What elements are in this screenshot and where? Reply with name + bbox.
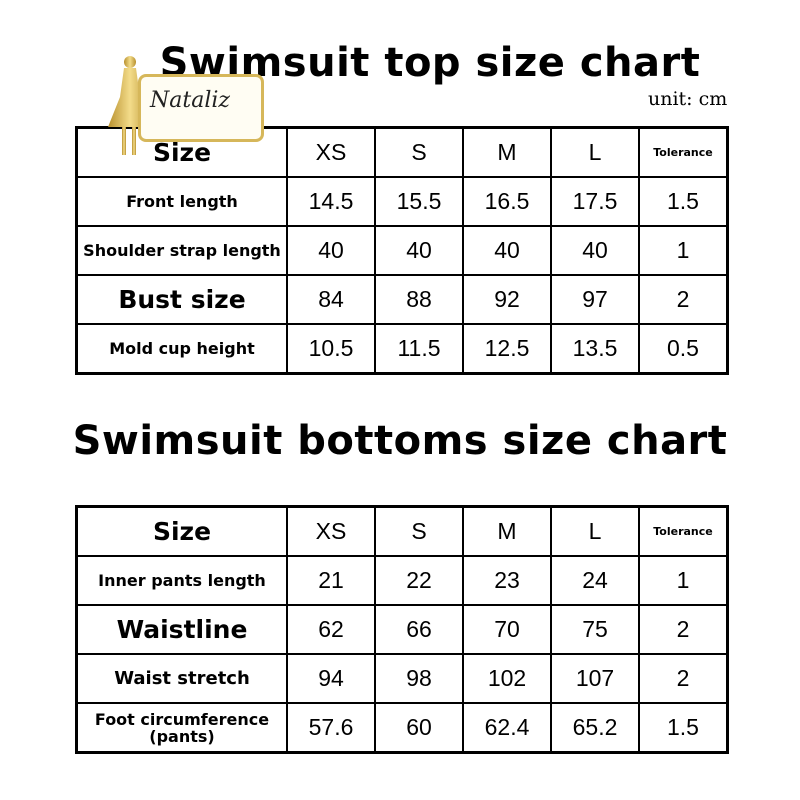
value-cell: 1.5 — [638, 176, 729, 227]
table-row: Inner pants length 21 22 23 24 1 — [75, 555, 729, 606]
value-cell: 70 — [462, 604, 552, 655]
value-cell: 17.5 — [550, 176, 640, 227]
row-label: Inner pants length — [75, 555, 288, 606]
value-cell: 2 — [638, 274, 729, 325]
value-cell: 40 — [286, 225, 376, 276]
value-cell: 60 — [374, 702, 464, 754]
table-row: Waist stretch 94 98 102 107 2 — [75, 653, 729, 704]
header-cell: S — [374, 126, 464, 178]
row-label: Bust size — [75, 274, 288, 325]
table-row: Shoulder strap length 40 40 40 40 1 — [75, 225, 729, 276]
top-size-table: Size XS S M L Tolerance Front length 14.5 15.5 16… — [75, 126, 729, 375]
value-cell: 66 — [374, 604, 464, 655]
header-cell: Tolerance — [638, 126, 729, 178]
value-cell: 13.5 — [550, 323, 640, 375]
value-cell: 57.6 — [286, 702, 376, 754]
bottom-size-table: Size XS S M L Tolerance Inner pants length 21 22… — [75, 505, 729, 754]
header-cell: M — [462, 126, 552, 178]
value-cell: 102 — [462, 653, 552, 704]
header-cell: L — [550, 126, 640, 178]
value-cell: 11.5 — [374, 323, 464, 375]
unit-label: unit: cm — [648, 88, 728, 110]
header-size: Size — [75, 505, 288, 557]
value-cell: 40 — [374, 225, 464, 276]
value-cell: 88 — [374, 274, 464, 325]
value-cell: 1.5 — [638, 702, 729, 754]
table-row: Bust size 84 88 92 97 2 — [75, 274, 729, 325]
header-cell: XS — [286, 505, 376, 557]
value-cell: 40 — [550, 225, 640, 276]
row-label: Foot circumference (pants) — [75, 702, 288, 754]
value-cell: 1 — [638, 555, 729, 606]
value-cell: 40 — [462, 225, 552, 276]
header-cell: M — [462, 505, 552, 557]
table-row: Front length 14.5 15.5 16.5 17.5 1.5 — [75, 176, 729, 227]
header-cell: XS — [286, 126, 376, 178]
value-cell: 0.5 — [638, 323, 729, 375]
value-cell: 14.5 — [286, 176, 376, 227]
value-cell: 22 — [374, 555, 464, 606]
value-cell: 23 — [462, 555, 552, 606]
value-cell: 1 — [638, 225, 729, 276]
value-cell: 94 — [286, 653, 376, 704]
logo-text: Nataliz — [150, 88, 230, 113]
row-label: Shoulder strap length — [75, 225, 288, 276]
header-cell: L — [550, 505, 640, 557]
value-cell: 21 — [286, 555, 376, 606]
value-cell: 2 — [638, 653, 729, 704]
value-cell: 98 — [374, 653, 464, 704]
value-cell: 84 — [286, 274, 376, 325]
value-cell: 16.5 — [462, 176, 552, 227]
header-cell: Tolerance — [638, 505, 729, 557]
value-cell: 92 — [462, 274, 552, 325]
row-label: Waist stretch — [75, 653, 288, 704]
header-row: Size XS S M L Tolerance — [75, 505, 729, 557]
header-cell: S — [374, 505, 464, 557]
row-label: Mold cup height — [75, 323, 288, 375]
value-cell: 97 — [550, 274, 640, 325]
value-cell: 24 — [550, 555, 640, 606]
value-cell: 65.2 — [550, 702, 640, 754]
value-cell: 62.4 — [462, 702, 552, 754]
value-cell: 12.5 — [462, 323, 552, 375]
value-cell: 107 — [550, 653, 640, 704]
bottom-chart-title: Swimsuit bottoms size chart — [72, 418, 728, 464]
row-label: Front length — [75, 176, 288, 227]
value-cell: 75 — [550, 604, 640, 655]
value-cell: 10.5 — [286, 323, 376, 375]
value-cell: 2 — [638, 604, 729, 655]
table-row: Mold cup height 10.5 11.5 12.5 13.5 0.5 — [75, 323, 729, 375]
row-label: Waistline — [75, 604, 288, 655]
value-cell: 62 — [286, 604, 376, 655]
brand-logo: Nataliz — [100, 52, 270, 162]
table-row: Foot circumference (pants) 57.6 60 62.4 65.2… — [75, 702, 729, 754]
table-row: Waistline 62 66 70 75 2 — [75, 604, 729, 655]
value-cell: 15.5 — [374, 176, 464, 227]
